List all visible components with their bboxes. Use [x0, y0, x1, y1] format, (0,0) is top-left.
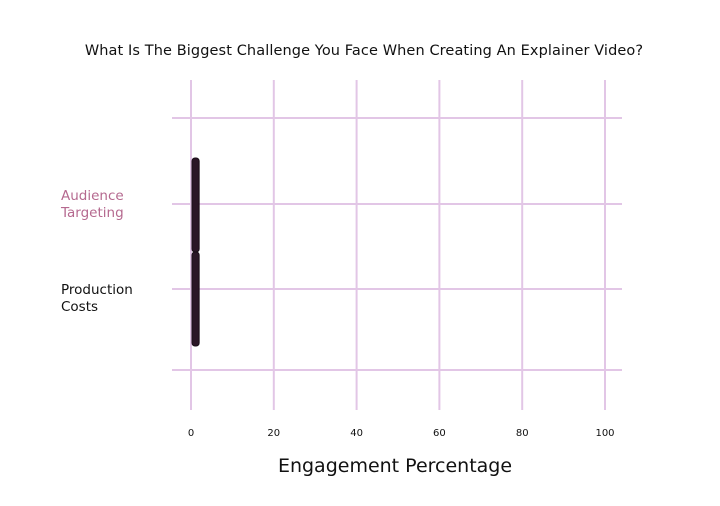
bars — [191, 157, 200, 347]
x-tick-label: 80 — [516, 428, 529, 439]
x-tick-label: 20 — [267, 428, 280, 439]
x-tick-label: 60 — [433, 428, 446, 439]
chart-title: What Is The Biggest Challenge You Face W… — [84, 43, 644, 59]
x-axis-title: Engagement Percentage — [277, 455, 513, 477]
bar — [191, 157, 200, 253]
x-tick-label: 0 — [188, 428, 194, 439]
grid-lines — [172, 80, 622, 410]
category-label-production-costs: Production Costs — [61, 282, 133, 315]
x-axis-ticks: 0 20 40 60 80 100 — [188, 428, 615, 439]
category-label-audience-targeting: Audience Targeting — [61, 188, 124, 221]
bar — [191, 251, 200, 347]
x-tick-label: 40 — [350, 428, 363, 439]
x-tick-label: 100 — [595, 428, 614, 439]
